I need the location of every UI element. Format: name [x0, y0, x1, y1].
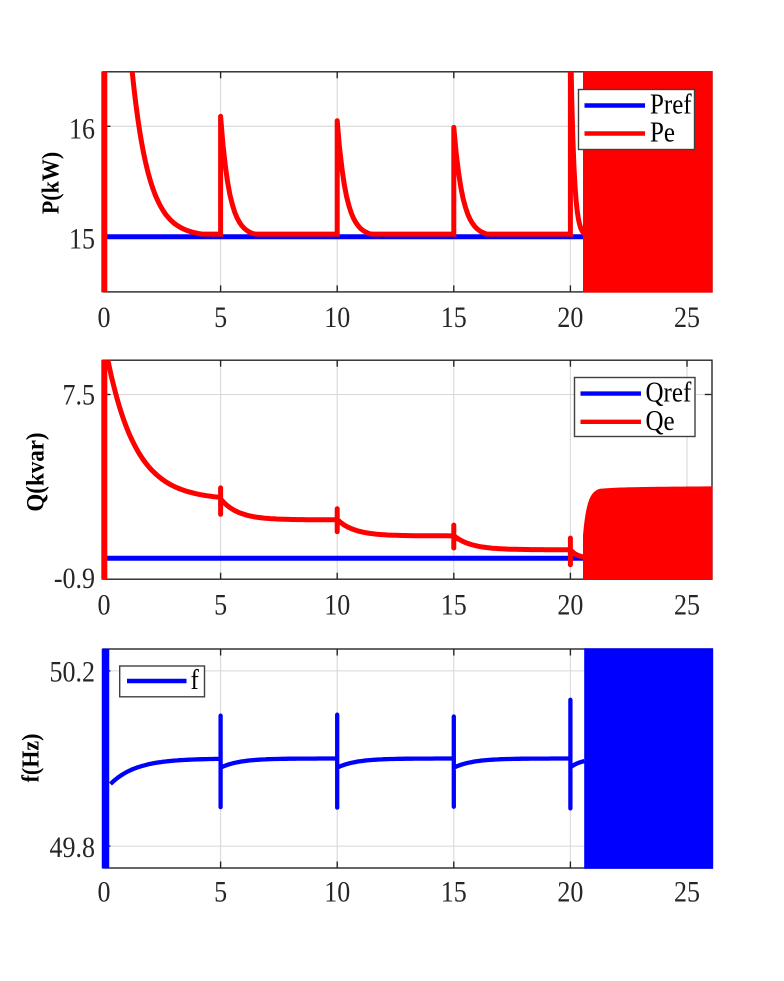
svg-text:Pref: Pref: [650, 88, 692, 120]
svg-text:Pe: Pe: [650, 116, 675, 148]
svg-text:Q(kvar): Q(kvar): [22, 432, 50, 511]
svg-text:15: 15: [69, 223, 95, 256]
svg-text:10: 10: [324, 301, 350, 334]
svg-text:10: 10: [324, 876, 350, 909]
svg-text:f: f: [191, 664, 199, 696]
svg-text:20: 20: [557, 876, 583, 909]
svg-text:0: 0: [98, 301, 111, 334]
svg-text:5: 5: [214, 876, 227, 909]
svg-text:15: 15: [441, 589, 467, 622]
svg-text:50.2: 50.2: [50, 656, 95, 689]
svg-text:0: 0: [98, 589, 111, 622]
svg-text:20: 20: [557, 589, 583, 622]
svg-text:25: 25: [674, 876, 700, 909]
svg-text:-0.9: -0.9: [54, 562, 95, 595]
svg-text:10: 10: [324, 589, 350, 622]
svg-text:49.8: 49.8: [50, 831, 95, 864]
svg-text:7.5: 7.5: [63, 379, 95, 412]
svg-text:16: 16: [69, 113, 95, 146]
svg-text:15: 15: [441, 301, 467, 334]
svg-text:P(kW): P(kW): [38, 152, 65, 214]
svg-text:25: 25: [674, 589, 700, 622]
svg-text:20: 20: [557, 301, 583, 334]
svg-text:15: 15: [441, 876, 467, 909]
svg-text:f(Hz): f(Hz): [18, 734, 45, 783]
svg-text:25: 25: [674, 301, 700, 334]
svg-text:Qref: Qref: [646, 376, 692, 408]
svg-text:5: 5: [214, 301, 227, 334]
svg-text:Qe: Qe: [646, 405, 675, 437]
svg-text:0: 0: [98, 876, 111, 909]
svg-text:5: 5: [214, 589, 227, 622]
